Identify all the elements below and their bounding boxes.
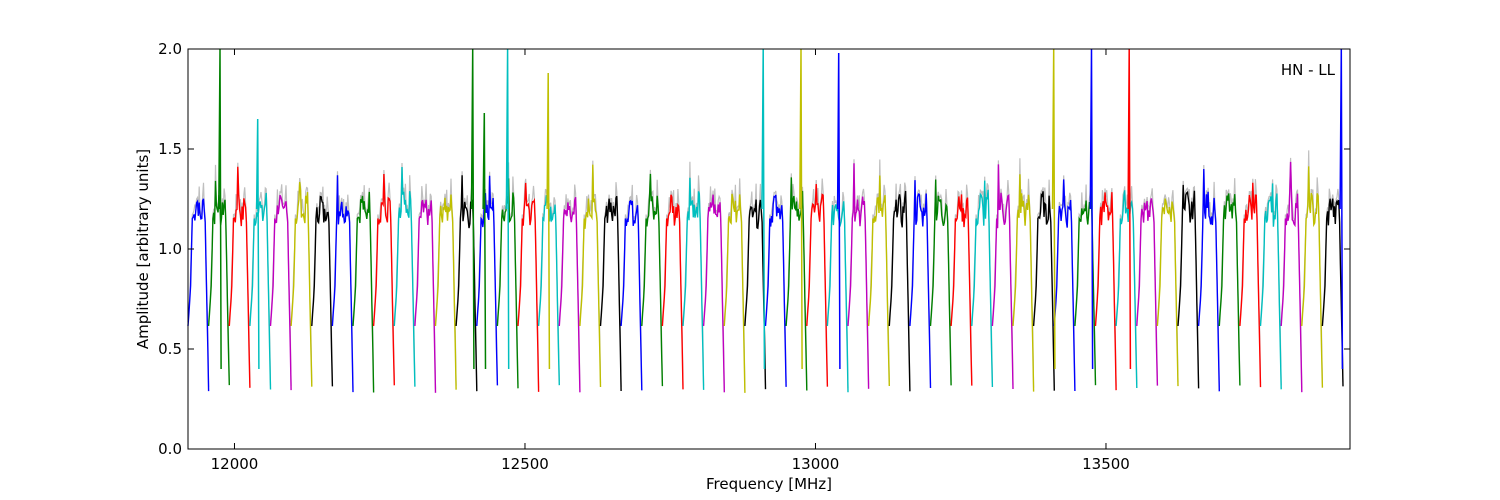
band-segment-29 bbox=[785, 177, 808, 391]
band-segment-25 bbox=[702, 194, 725, 393]
band-segment-8 bbox=[352, 191, 375, 393]
plot-annotation: HN - LL bbox=[1281, 61, 1336, 79]
band-segment-12 bbox=[434, 194, 457, 390]
band-segment-3 bbox=[249, 192, 272, 390]
x-tick-label-1: 12500 bbox=[501, 455, 549, 473]
band-segment-4 bbox=[269, 194, 292, 391]
band-segment-9 bbox=[372, 173, 395, 386]
band-segment-45 bbox=[1115, 182, 1138, 389]
x-tick-label-0: 12000 bbox=[211, 455, 259, 473]
band-segment-7 bbox=[331, 175, 354, 393]
band-segment-34 bbox=[888, 190, 911, 392]
band-segment-40 bbox=[1012, 174, 1035, 392]
spike-1 bbox=[255, 118, 260, 370]
band-segment-41 bbox=[1032, 191, 1055, 391]
y-tick-label-2: 1.0 bbox=[158, 240, 182, 258]
band-segment-46 bbox=[1136, 198, 1159, 386]
band-segment-18 bbox=[558, 197, 581, 393]
x-tick-label-2: 13000 bbox=[792, 455, 840, 473]
band-segment-14 bbox=[476, 175, 499, 386]
x-axis-label: Frequency [MHz] bbox=[706, 475, 832, 493]
band-segment-31 bbox=[826, 201, 849, 393]
band-segment-49 bbox=[1197, 168, 1220, 392]
band-segment-54 bbox=[1301, 166, 1324, 388]
y-axis-ticks: 0.0 0.5 1.0 1.5 2.0 bbox=[158, 40, 1350, 458]
band-segment-30 bbox=[806, 183, 829, 387]
band-segment-42 bbox=[1053, 179, 1076, 392]
spike-8 bbox=[836, 52, 841, 370]
y-tick-label-0: 0.0 bbox=[158, 440, 182, 458]
band-segment-27 bbox=[744, 199, 767, 390]
band-segment-5 bbox=[290, 181, 313, 387]
y-axis-label: Amplitude [arbitrary units] bbox=[134, 149, 152, 349]
band-segment-38 bbox=[971, 180, 994, 388]
band-segment-20 bbox=[599, 195, 622, 392]
band-segment-19 bbox=[579, 164, 602, 388]
band-segment-6 bbox=[311, 195, 334, 387]
band-segment-53 bbox=[1280, 161, 1303, 393]
y-tick-label-4: 2.0 bbox=[158, 40, 182, 58]
band-segment-23 bbox=[661, 194, 684, 390]
band-segment-24 bbox=[682, 177, 705, 390]
band-segment-36 bbox=[929, 179, 952, 386]
band-segment-48 bbox=[1177, 184, 1200, 389]
band-segment-47 bbox=[1156, 198, 1179, 387]
band-segment-51 bbox=[1239, 182, 1262, 388]
spike-5 bbox=[546, 72, 551, 370]
band-segment-39 bbox=[991, 164, 1014, 390]
band-segment-55 bbox=[1321, 198, 1344, 387]
spike-3 bbox=[482, 112, 487, 370]
x-axis-ticks: 12000 12500 13000 13500 bbox=[211, 49, 1130, 473]
band-segment-35 bbox=[909, 180, 932, 389]
band-segment-52 bbox=[1259, 183, 1282, 390]
band-segment-21 bbox=[620, 199, 643, 391]
x-tick-label-3: 13500 bbox=[1082, 455, 1130, 473]
band-segment-10 bbox=[393, 166, 416, 387]
y-tick-label-3: 1.5 bbox=[158, 140, 182, 158]
band-segment-16 bbox=[517, 182, 540, 392]
band-segment-28 bbox=[764, 194, 787, 387]
y-tick-label-1: 0.5 bbox=[158, 340, 182, 358]
band-segment-2 bbox=[228, 166, 251, 388]
band-segment-26 bbox=[723, 193, 746, 393]
band-segment-33 bbox=[867, 175, 890, 387]
band-segment-37 bbox=[950, 194, 973, 386]
band-segment-32 bbox=[847, 163, 870, 389]
band-segment-50 bbox=[1218, 193, 1241, 386]
band-segment-44 bbox=[1094, 192, 1117, 391]
band-segment-11 bbox=[414, 199, 437, 393]
band-segment-22 bbox=[641, 173, 664, 387]
band-segment-0 bbox=[187, 198, 210, 392]
